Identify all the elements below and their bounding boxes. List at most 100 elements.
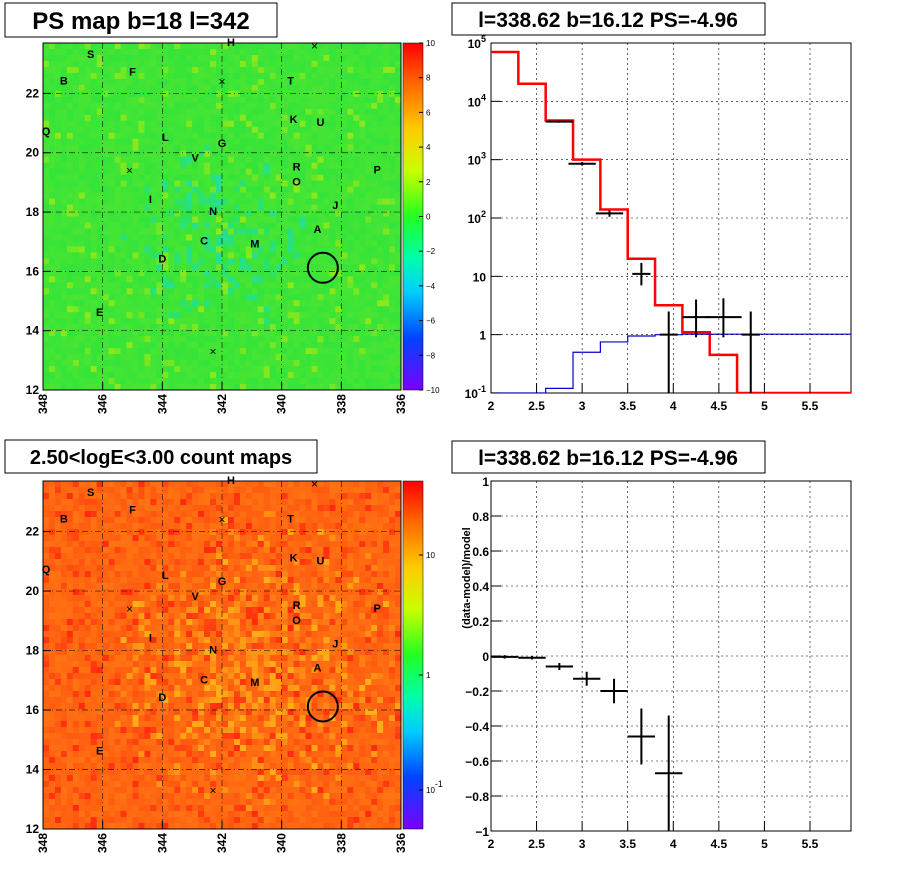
heatmap-cell	[257, 126, 265, 134]
heatmap-cell	[269, 553, 277, 560]
heatmap-cell	[108, 481, 115, 488]
heatmap-cell	[174, 240, 181, 247]
heatmap-cell	[353, 198, 360, 205]
heatmap-cell	[287, 571, 294, 578]
heatmap-cell	[144, 288, 151, 295]
heatmap-cell	[281, 517, 289, 524]
heatmap-cell	[186, 348, 193, 355]
heatmap-cell	[180, 276, 187, 283]
heatmap-cell	[66, 162, 74, 170]
heatmap-cell	[245, 505, 253, 512]
heatmap-cell	[150, 72, 157, 80]
heatmap-cell	[323, 282, 330, 289]
heatmap-cell	[144, 318, 151, 325]
heatmap-cell	[341, 234, 348, 241]
heatmap-cell	[120, 126, 127, 134]
heatmap-cell	[150, 306, 157, 313]
heatmap-cell	[84, 366, 92, 373]
heatmap-cell	[84, 300, 92, 307]
heatmap-cell	[263, 306, 271, 313]
heatmap-cell	[43, 258, 50, 265]
heatmap-cell	[192, 216, 199, 223]
heatmap-cell	[108, 234, 115, 241]
heatmap-cell	[239, 511, 247, 518]
heatmap-cell	[48, 138, 56, 146]
heatmap-cell	[168, 529, 175, 536]
heatmap-cell	[102, 84, 110, 92]
heatmap-cell	[263, 174, 271, 182]
heatmap-cell	[233, 108, 241, 116]
heatmap-cell	[341, 529, 348, 536]
heatmap-cell	[114, 535, 121, 542]
heatmap-cell	[389, 90, 396, 98]
heatmap-cell	[365, 174, 372, 182]
heatmap-cell	[72, 240, 80, 247]
heatmap-cell	[305, 78, 312, 86]
heatmap-cell	[299, 84, 306, 92]
heatmap-cell	[383, 276, 390, 283]
heatmap-cell	[269, 126, 277, 134]
heatmap-cell	[126, 318, 133, 325]
heatmap-cell	[180, 60, 187, 68]
heatmap-cell	[359, 174, 366, 182]
heatmap-cell	[210, 162, 217, 170]
heatmap-cell	[245, 565, 253, 572]
heatmap-cell	[245, 559, 253, 566]
heatmap-cell	[72, 366, 80, 373]
heatmap-cell	[186, 607, 193, 614]
heatmap-cell	[269, 192, 277, 199]
heatmap-cell	[168, 577, 175, 584]
heatmap-cell	[371, 535, 378, 542]
heatmap-cell	[138, 529, 145, 536]
heatmap-cell	[281, 222, 289, 229]
heatmap-cell	[275, 607, 283, 614]
heatmap-cell	[54, 180, 62, 187]
heatmap-cell	[66, 354, 74, 361]
heatmap-cell	[66, 595, 74, 602]
heatmap-cell	[251, 192, 259, 199]
heatmap-cell	[305, 577, 312, 584]
heatmap-cell	[66, 529, 74, 536]
heatmap-cell	[377, 571, 384, 578]
heatmap-cell	[102, 126, 110, 134]
heatmap-cell	[263, 150, 271, 158]
heatmap-cell	[251, 324, 259, 331]
heatmap-cell	[210, 84, 217, 92]
heatmap-cell	[263, 210, 271, 217]
heatmap-cell	[359, 378, 366, 385]
heatmap-cell	[275, 541, 283, 548]
heatmap-cell	[90, 66, 98, 74]
heatmap-cell	[48, 553, 56, 560]
heatmap-cell	[395, 162, 402, 170]
heatmap-cell	[174, 114, 181, 122]
heatmap-cell	[204, 43, 211, 50]
heatmap-cell	[48, 78, 56, 86]
heatmap-cell	[144, 306, 151, 313]
heatmap-cell	[144, 366, 151, 373]
heatmap-cell	[383, 132, 390, 140]
heatmap-cell	[359, 547, 366, 554]
heatmap-cell	[84, 547, 92, 554]
heatmap-cell	[365, 48, 372, 56]
heatmap-cell	[108, 156, 115, 164]
heatmap-cell	[257, 180, 265, 187]
heatmap-cell	[168, 174, 175, 182]
heatmap-cell	[96, 216, 104, 223]
heatmap-cell	[168, 48, 175, 56]
heatmap-cell	[269, 288, 277, 295]
heatmap-cell	[150, 559, 157, 566]
heatmap-cell	[269, 306, 277, 313]
heatmap-cell	[222, 487, 229, 494]
heatmap-cell	[275, 595, 283, 602]
heatmap-cell	[138, 276, 145, 283]
heatmap-cell	[287, 54, 294, 62]
heatmap-cell	[192, 336, 199, 343]
heatmap-cell	[192, 306, 199, 313]
heatmap-cell	[341, 78, 348, 86]
heatmap-cell	[287, 499, 294, 506]
heatmap-cell	[335, 541, 342, 548]
heatmap-cell	[120, 150, 127, 158]
heatmap-cell	[210, 192, 217, 199]
heatmap-cell	[329, 577, 336, 584]
heatmap-cell	[287, 342, 294, 349]
